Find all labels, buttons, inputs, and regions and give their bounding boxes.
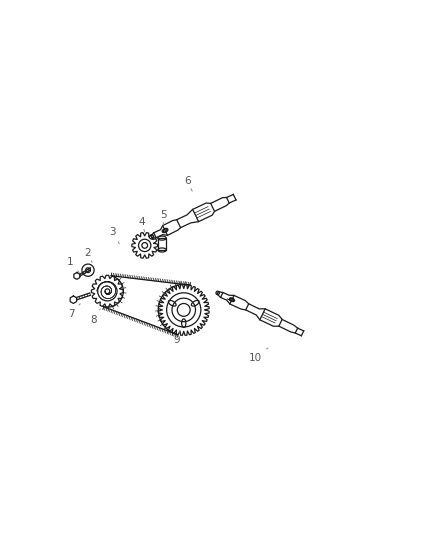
Text: 1: 1 [67,257,79,272]
Text: 5: 5 [160,210,167,225]
Text: 2: 2 [85,248,92,262]
Bar [158,238,166,250]
Text: 6: 6 [184,176,192,191]
Text: 10: 10 [248,348,268,363]
Text: 3: 3 [109,227,119,244]
Text: 4: 4 [138,216,145,232]
Text: 8: 8 [91,309,100,325]
Text: 9: 9 [173,331,180,345]
Text: 7: 7 [68,304,80,319]
